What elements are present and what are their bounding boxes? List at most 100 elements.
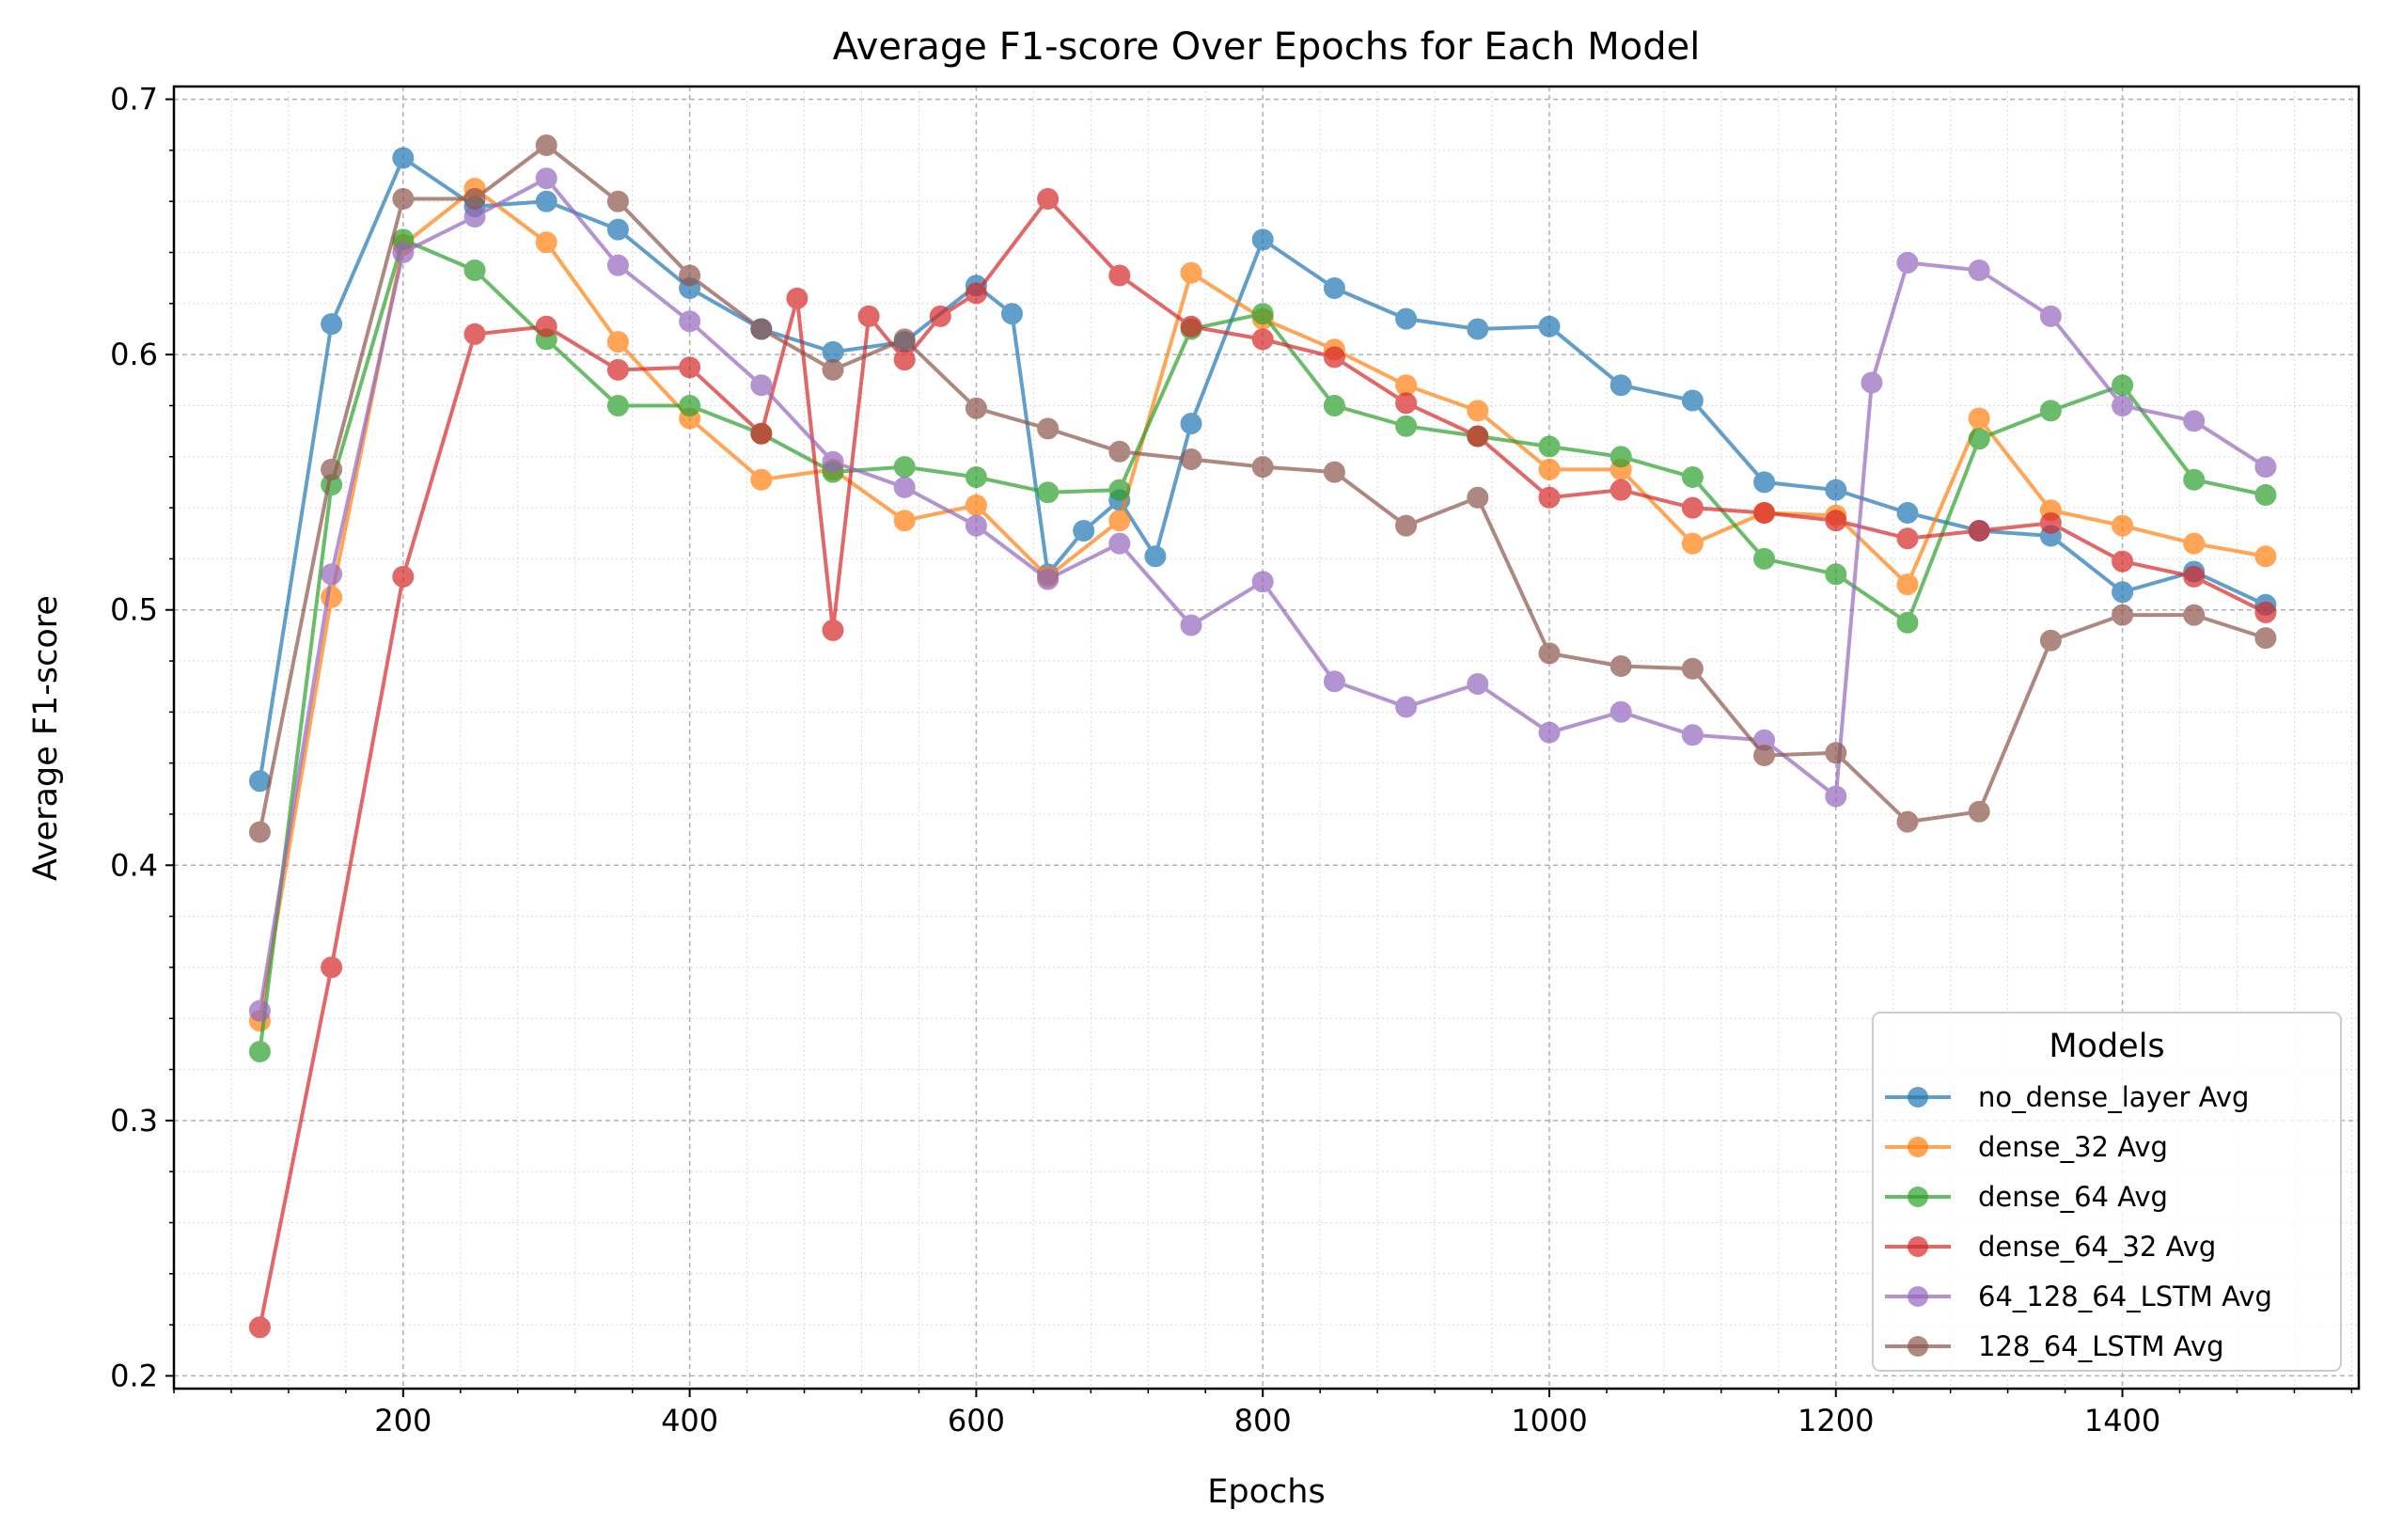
data-point [893,349,916,371]
data-point [606,331,629,354]
y-axis-label: Average F1-score [27,595,65,881]
legend-marker [1908,1236,1928,1257]
x-tick-label: 1200 [1798,1403,1874,1438]
legend-items: no_dense_layer Avg dense_32 Avg dense_64 A… [1885,1081,2272,1362]
data-point [1681,724,1704,746]
data-point [1896,251,1919,274]
series-5 [248,167,2277,1022]
data-point [965,282,987,305]
data-point [248,1316,271,1339]
data-point [2039,400,2062,422]
data-point [1538,721,1561,744]
data-point [2183,604,2206,626]
x-tick-label: 600 [948,1403,1005,1438]
legend-label: dense_64_32 Avg [1978,1231,2216,1263]
data-point [1825,785,1847,808]
data-point [2183,532,2206,555]
data-point [1467,425,1489,448]
legend-label: 128_64_LSTM Avg [1978,1330,2223,1362]
data-point [1251,328,1274,351]
series-6 [248,134,2277,843]
data-point [1538,486,1561,509]
legend-item: dense_64 Avg [1885,1181,2168,1213]
data-point [2183,565,2206,588]
data-point [965,466,987,488]
data-point [2254,484,2277,506]
data-point [893,456,916,479]
data-point [606,190,629,212]
legend-box [1872,1012,2342,1372]
data-point [606,254,629,276]
data-point [1108,510,1131,532]
data-point [2112,550,2134,573]
y-tick-label: 0.6 [110,337,158,372]
data-point [2112,395,2134,416]
data-point [392,565,415,588]
data-point [2112,604,2134,626]
data-point [1395,696,1418,718]
data-point [750,422,773,445]
data-point [1538,435,1561,458]
series-4 [248,188,2277,1339]
data-point [750,468,773,491]
data-point [1681,496,1704,519]
data-point [2039,305,2062,327]
data-point [321,563,343,586]
data-point [1467,673,1489,695]
legend-item: no_dense_layer Avg [1885,1081,2249,1113]
data-point [1968,520,1990,542]
data-point [1968,259,1990,281]
data-point [1467,400,1489,422]
data-point [929,305,951,327]
data-point [1395,415,1418,437]
data-point [2112,374,2134,397]
data-point [1538,458,1561,480]
data-point [893,510,916,532]
x-tick-label: 200 [374,1403,432,1438]
x-tick-label: 800 [1234,1403,1292,1438]
data-point [1395,307,1418,330]
x-tick-label: 1400 [2084,1403,2160,1438]
data-point [679,356,701,379]
y-tick-label: 0.7 [110,82,158,118]
data-point [679,395,701,416]
data-point [1968,407,1990,430]
data-point [1251,228,1274,251]
data-point [321,956,343,979]
data-point [1073,520,1095,542]
data-point [1681,532,1704,555]
data-point [248,821,271,843]
data-point [1108,532,1131,555]
axis-ticks: 200 400 600 800 1000 1200 1400 0.2 0.3 0.4 0.5 0.6 0… [110,82,2353,1438]
data-point [1001,303,1023,325]
data-point [321,586,343,608]
legend-label: dense_64 Avg [1978,1181,2168,1213]
data-point [786,287,809,309]
legend-marker [1908,1137,1928,1157]
data-point [1323,395,1345,416]
data-point [1180,614,1202,636]
y-tick-label: 0.5 [110,592,158,628]
data-point [1753,547,1776,570]
data-point [1323,461,1345,483]
y-tick-label: 0.4 [110,847,158,883]
x-tick-label: 400 [661,1403,718,1438]
data-point [1180,315,1202,338]
data-point [1861,371,1883,394]
series-layer [248,134,2277,1339]
data-point [606,218,629,241]
data-point [1538,315,1561,338]
data-point [1825,479,1847,501]
data-point [1610,446,1632,468]
data-point [606,395,629,416]
y-tick-label: 0.2 [110,1358,158,1393]
data-point [1681,657,1704,680]
data-point [1323,670,1345,693]
data-point [822,619,844,641]
data-point [1395,514,1418,537]
legend-label: 64_128_64_LSTM Avg [1978,1281,2272,1312]
data-point [1395,392,1418,415]
x-axis-label: Epochs [1207,1473,1325,1511]
data-point [1037,417,1060,440]
